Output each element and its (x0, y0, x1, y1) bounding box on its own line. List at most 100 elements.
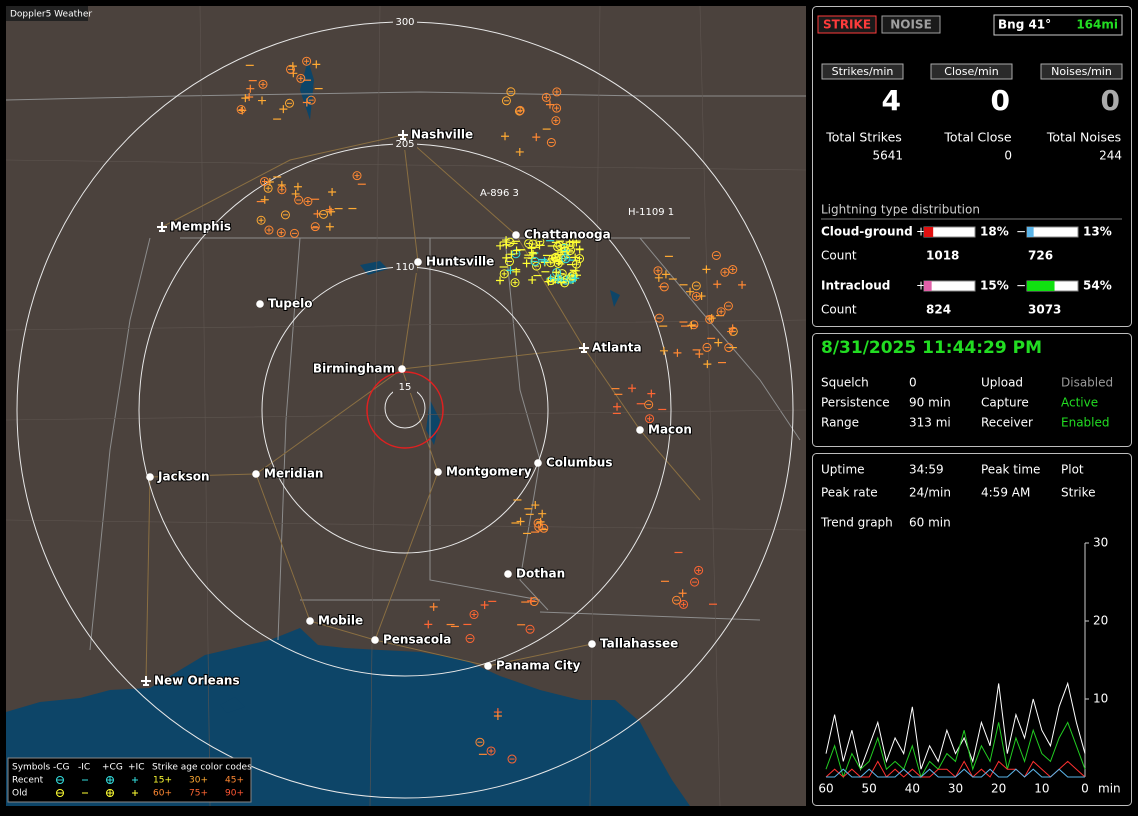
legend-age: 75+ (189, 789, 208, 799)
rate-label-box (1040, 63, 1123, 80)
airport-icon (157, 222, 167, 232)
city-dot (414, 258, 422, 266)
city-dot (146, 473, 154, 481)
info-text: Capture (981, 396, 1029, 410)
city-label: Macon (648, 423, 692, 437)
total-value: 0 (1004, 149, 1012, 163)
strike-circle-sign (298, 75, 304, 81)
range-rings: 15 110 205 300 (16, 16, 794, 799)
legend-symbol (132, 777, 138, 783)
city-label: Pensacola (383, 633, 451, 647)
city-label: Montgomery (446, 465, 532, 479)
y-tick-label: 30 (1093, 536, 1108, 550)
strike-plus (545, 100, 554, 109)
strike-plus (532, 133, 541, 142)
ring-label-bg (393, 16, 417, 28)
count-label: Count (821, 249, 857, 263)
city-label: Nashville (411, 128, 473, 142)
strike-circle (575, 254, 585, 264)
strike-circle-sign (681, 601, 687, 607)
legend-row-label: Old (12, 789, 27, 799)
strike-circle (515, 105, 525, 115)
mode-button[interactable] (881, 15, 941, 34)
status-panel (812, 333, 1132, 447)
city-dot (434, 468, 442, 476)
ring-label: 300 (395, 17, 414, 28)
legend-box (7, 757, 252, 803)
city-dot (398, 365, 406, 373)
total-label: Total Strikes (825, 130, 902, 145)
type-name: Cloud-ground (821, 225, 913, 239)
strike-circle (728, 265, 738, 275)
info-text: Peak time (981, 463, 1040, 477)
strike-plus (702, 265, 711, 274)
strike-circle-sign (563, 256, 569, 262)
strike-circle (260, 176, 270, 186)
x-tick-label: 30 (948, 782, 963, 796)
strike-circle-sign (561, 245, 567, 251)
legend-age: 30+ (189, 776, 208, 786)
strike-plus (538, 509, 547, 518)
strike-plus (529, 249, 538, 258)
strike-circle-sign (258, 217, 264, 223)
strike-circle (553, 242, 563, 252)
strike-circle-sign (471, 612, 477, 618)
strike-plus (687, 321, 696, 330)
strike-circle-sign (696, 567, 702, 573)
strike-plus (265, 178, 274, 187)
strike-plus (728, 324, 737, 333)
city-label: Dothan (516, 567, 565, 581)
strike-circle-sign (554, 89, 560, 95)
info-text: Enabled (1061, 416, 1110, 430)
strike-plus (531, 501, 540, 510)
mode-button[interactable] (817, 15, 877, 34)
info-text: 313 mi (909, 416, 951, 430)
mode-button-label[interactable]: STRIKE (823, 18, 871, 32)
strike-plus (659, 346, 668, 355)
strike-circle-sign (354, 173, 360, 179)
info-text: 4:59 AM (981, 486, 1030, 500)
strike-plus (516, 517, 525, 526)
count-label: Count (821, 303, 857, 317)
legend-age: 60+ (153, 789, 172, 799)
rate-value: 0 (1101, 84, 1120, 117)
airport-icon (579, 343, 589, 353)
y-tick-label: 20 (1093, 614, 1108, 628)
legend-header: -CG (53, 763, 70, 773)
strike-circle (302, 56, 312, 66)
strike-circle (702, 342, 712, 352)
strike-plus (528, 275, 537, 284)
strike-circle-sign (512, 280, 518, 286)
strike-circle (529, 597, 539, 607)
distance: 164mi (1076, 18, 1118, 32)
strike-plus (738, 280, 747, 289)
strike-plus (527, 596, 536, 605)
sign: + (916, 279, 926, 293)
strike-plus (312, 60, 321, 69)
city-label: Meridian (264, 467, 323, 481)
strike-circle (501, 96, 511, 106)
map: 15 110 205 300 A-896 3 H-1109 1 Nashville Mem… (5, 5, 807, 807)
strike-plus (552, 268, 561, 277)
stats-panel (812, 6, 1132, 327)
strike-plus (501, 132, 510, 141)
strike-circle (306, 95, 316, 105)
city-dot (306, 617, 314, 625)
city-label: Chattanooga (524, 228, 611, 242)
city-dot (588, 640, 596, 648)
rate-value: 4 (882, 84, 901, 117)
strike-plus (493, 712, 502, 721)
count-value: 824 (926, 303, 951, 317)
distribution-title: Lightning type distribution (821, 203, 980, 217)
type-name: Intracloud (821, 279, 890, 293)
strike-circle (319, 209, 329, 219)
rate-label-box (821, 63, 904, 80)
city-dot (252, 470, 260, 478)
mode-button-label[interactable]: NOISE (890, 18, 932, 32)
strike-plus (713, 280, 722, 289)
x-tick-label: 10 (1034, 782, 1049, 796)
sign: − (1016, 279, 1026, 293)
strike-circle (711, 250, 721, 260)
city-label: Mobile (318, 614, 363, 628)
